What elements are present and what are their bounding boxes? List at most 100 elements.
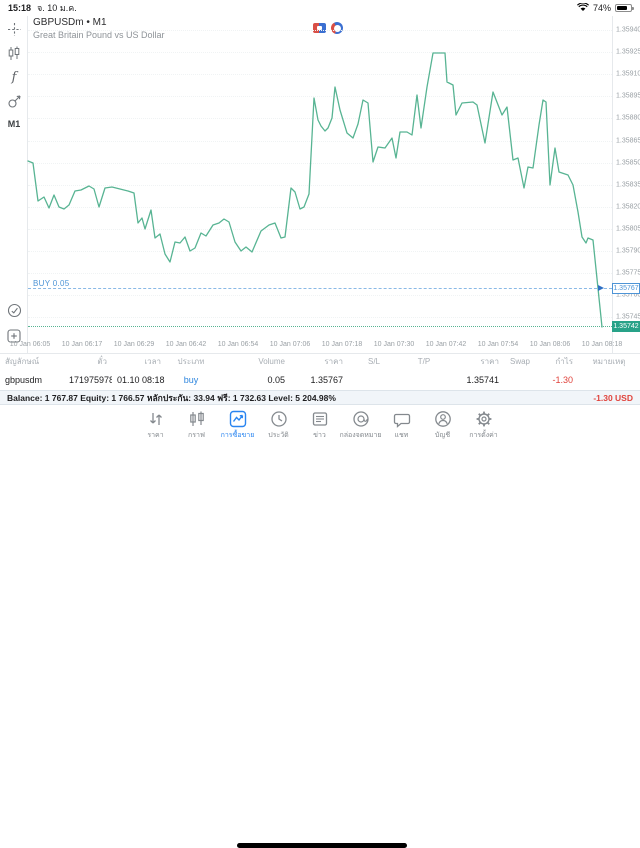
time-axis-label: 10 Jan 08:18: [581, 341, 623, 348]
gridline: [28, 228, 612, 230]
column-header-open_price: ราคา: [324, 357, 343, 366]
column-header-swap: Swap: [509, 357, 530, 366]
tab-history[interactable]: ประวัติ: [258, 409, 299, 441]
tab-label: กล่องจดหมาย: [339, 432, 382, 439]
tab-mailbox[interactable]: กล่องจดหมาย: [339, 409, 382, 441]
gridline: [28, 30, 612, 31]
bottom-tab-bar: ราคา กราฟ การซื้อขาย ประวัติ ข่าว กล่องจดหมาย…: [0, 405, 640, 848]
column-header-time: เวลา: [144, 357, 161, 366]
time-axis-label: 10 Jan 06:54: [217, 341, 259, 348]
positions-table-header: สัญลักษณ์ ตั๋ว เวลา ประเภท Volume ราคา S/L T/P ร…: [0, 354, 640, 369]
gridline: [28, 118, 612, 120]
crosshair-icon[interactable]: [0, 22, 28, 37]
candlestick-icon[interactable]: [0, 46, 28, 61]
news-icon: [311, 409, 329, 428]
tab-label: ราคา: [147, 432, 164, 439]
settings-icon: [475, 409, 493, 428]
battery-percent: 74%: [592, 3, 611, 13]
tab-chart[interactable]: กราฟ: [176, 409, 217, 441]
time-axis-label: 10 Jan 07:54: [477, 341, 519, 348]
tab-label: การซื้อขาย: [220, 432, 255, 439]
indicators-icon[interactable]: f: [11, 70, 17, 85]
price-axis-label: 1.35850: [616, 159, 640, 167]
add-window-icon[interactable]: [0, 329, 28, 343]
chart-symbol-description: Great Britain Pound vs US Dollar: [33, 30, 165, 40]
tab-accounts[interactable]: บัญชี: [422, 409, 463, 441]
time-axis-label: 10 Jan 06:29: [113, 341, 155, 348]
timeframe-button[interactable]: M1: [7, 119, 21, 129]
position-row[interactable]: gbpusdm 171975978 01.10 08:18 buy 0.05 1.3576…: [0, 369, 640, 391]
tab-label: ข่าว: [313, 432, 326, 439]
gridline: [28, 184, 612, 186]
cell-type[interactable]: buy: [183, 375, 199, 385]
cell-open_price[interactable]: 1.35767: [310, 375, 343, 385]
price-axis-label: 1.35940: [616, 26, 640, 34]
trade-icon: [229, 409, 247, 428]
buy-order-line[interactable]: [28, 288, 612, 289]
time-axis-label: 10 Jan 07:06: [269, 341, 311, 348]
battery-icon: [615, 4, 634, 12]
time-axis-label: 10 Jan 06:17: [61, 341, 103, 348]
tab-quotes[interactable]: ราคา: [135, 409, 176, 441]
home-indicator[interactable]: [237, 843, 407, 848]
wifi-icon: [576, 1, 589, 14]
price-axis-label: 1.35910: [616, 70, 640, 78]
price-axis-label: 1.35865: [616, 137, 640, 144]
column-header-comment: หมายเหตุ: [592, 357, 626, 366]
tab-chat[interactable]: แชท: [381, 409, 422, 441]
chart-header: GBPUSDm • M1 Great Britain Pound vs US D…: [33, 17, 165, 40]
buy-order-marker-icon: [598, 285, 604, 291]
price-axis-label: 1.35880: [616, 114, 640, 122]
objects-icon[interactable]: [0, 94, 28, 109]
cell-ticket[interactable]: 171975978: [69, 375, 112, 385]
gridline: [28, 74, 612, 76]
status-bar: 15:18 จ. 10 ม.ค. 74%: [0, 0, 640, 16]
column-header-type: ประเภท: [177, 357, 205, 366]
time-axis-label: 10 Jan 06:42: [165, 341, 207, 348]
quotes-icon: [147, 409, 165, 428]
time-axis: 10 Jan 06:05 10 Jan 06:17 10 Jan 06:29 10 J…: [0, 337, 640, 353]
price-axis-label: 1.35760: [616, 291, 640, 299]
price-line-chart[interactable]: [0, 0, 640, 360]
symbol-flag-icon: [313, 23, 326, 33]
column-header-tp: T/P: [417, 357, 431, 366]
tab-label: กราฟ: [188, 432, 205, 439]
tab-settings[interactable]: การตั้งค่า: [463, 409, 504, 441]
tab-trade[interactable]: การซื้อขาย: [217, 409, 258, 441]
column-header-volume: Volume: [258, 357, 285, 366]
tab-news[interactable]: ข่าว: [299, 409, 340, 441]
current-bid-line: [28, 326, 612, 327]
column-header-symbol: สัญลักษณ์: [5, 357, 40, 366]
order-price-box: 1.35767: [612, 283, 640, 294]
cell-symbol[interactable]: gbpusdm: [5, 375, 43, 385]
mailbox-icon: [352, 409, 370, 428]
accounts-icon: [434, 409, 452, 428]
tab-label: การตั้งค่า: [469, 432, 498, 439]
gridline: [28, 140, 612, 142]
status-date: จ. 10 ม.ค.: [37, 3, 77, 13]
column-header-current_price: ราคา: [480, 357, 499, 366]
tab-label: แชท: [394, 432, 409, 439]
session-clock-icon: [331, 22, 343, 34]
gridline: [28, 273, 612, 275]
column-header-profit: กำไร: [555, 357, 573, 366]
gridline: [28, 206, 612, 208]
quick-trade-icon[interactable]: [0, 303, 28, 318]
chat-icon: [393, 409, 411, 428]
gridline: [28, 162, 612, 164]
cell-time[interactable]: 01.10 08:18: [117, 375, 165, 385]
time-axis-label: 10 Jan 06:05: [9, 341, 51, 348]
price-axis-label: 1.35820: [616, 203, 640, 211]
price-axis-label: 1.35925: [616, 48, 640, 56]
cell-volume[interactable]: 0.05: [267, 375, 285, 385]
tab-label: ประวัติ: [268, 432, 289, 439]
gridline: [28, 96, 612, 98]
buy-order-label: BUY 0.05: [33, 279, 70, 288]
cell-profit[interactable]: -1.30: [552, 375, 573, 385]
chart-symbol-title[interactable]: GBPUSDm • M1: [33, 17, 107, 28]
status-time: 15:18: [8, 3, 32, 13]
price-axis-label: 1.35835: [616, 181, 640, 189]
cell-current_price[interactable]: 1.35741: [466, 375, 499, 385]
history-icon: [270, 409, 288, 428]
